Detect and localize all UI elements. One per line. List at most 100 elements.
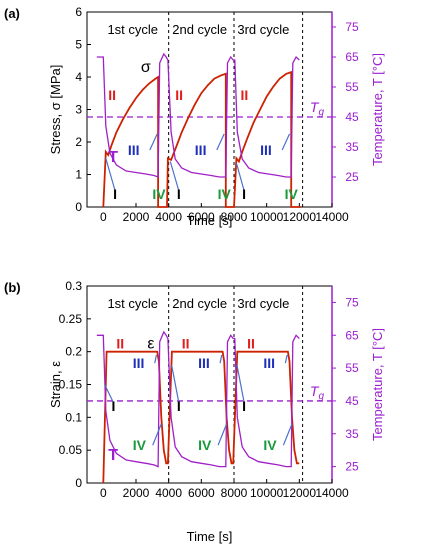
- stage-label-II: II: [108, 87, 116, 103]
- cycle-label: 3rd cycle: [237, 296, 289, 311]
- stage-arrow: [152, 423, 162, 446]
- y-tick-label: 1: [75, 168, 82, 182]
- y2-tick-label: 55: [345, 80, 359, 94]
- tg-label: Tg: [310, 99, 325, 118]
- y-tick-label: 6: [75, 5, 82, 19]
- x-axis-title: Time [s]: [187, 529, 233, 544]
- stage-label-III: III: [263, 355, 275, 371]
- y2-tick-label: 75: [345, 20, 359, 34]
- panel-label: (b): [4, 280, 21, 295]
- x-tick-label: 12000: [283, 486, 317, 500]
- stage-label-III: III: [128, 142, 140, 158]
- stage-label-I: I: [177, 398, 181, 414]
- stage-arrow: [217, 423, 228, 446]
- y2-tick-label: 65: [345, 328, 359, 342]
- y-tick-label: 2: [75, 135, 82, 149]
- x-tick-label: 12000: [283, 210, 317, 224]
- y2-tick-label: 35: [345, 140, 359, 154]
- stage-arrow: [284, 354, 288, 364]
- y-tick-label: 0.05: [59, 443, 83, 457]
- stage-label-IV: IV: [198, 437, 212, 453]
- stage-arrow: [281, 133, 291, 151]
- stage-arrow: [104, 384, 115, 404]
- y2-tick-label: 65: [345, 50, 359, 64]
- series-line-main: [102, 350, 300, 484]
- stage-label-II: II: [241, 87, 249, 103]
- stage-label-III: III: [260, 142, 272, 158]
- y-tick-label: 0.1: [65, 410, 82, 424]
- y2-tick-label: 25: [345, 170, 359, 184]
- y2-tick-label: 55: [345, 361, 359, 375]
- cycle-label: 2nd cycle: [172, 296, 227, 311]
- panel-b: Tg: [86, 285, 336, 484]
- stage-label-IV: IV: [263, 437, 277, 453]
- y2-axis-title: Temperature, T [°C]: [370, 328, 385, 441]
- tg-label: Tg: [310, 383, 325, 402]
- x-tick-label: 14000: [315, 486, 349, 500]
- y-tick-label: 0.3: [65, 279, 82, 293]
- y2-tick-label: 45: [345, 394, 359, 408]
- series-label-main: σ: [141, 59, 151, 76]
- stage-label-II: II: [247, 335, 255, 351]
- stage-label-II: II: [175, 87, 183, 103]
- y-tick-label: 0: [75, 200, 82, 214]
- series-line-main: [102, 70, 301, 208]
- stage-label-IV: IV: [218, 186, 232, 202]
- stage-label-I: I: [242, 398, 246, 414]
- series-line-temperature: [96, 52, 300, 178]
- stage-label-I: I: [242, 186, 246, 202]
- x-tick-label: 6000: [188, 210, 215, 224]
- x-tick-label: 4000: [155, 210, 182, 224]
- stage-label-I: I: [112, 398, 116, 414]
- y-tick-label: 0.25: [59, 312, 83, 326]
- y-tick-label: 0.2: [65, 345, 82, 359]
- stage-label-IV: IV: [285, 186, 299, 202]
- y2-tick-label: 75: [345, 295, 359, 309]
- x-axis-title: Time [s]: [187, 213, 233, 228]
- x-tick-label: 14000: [315, 210, 349, 224]
- stage-label-II: II: [182, 335, 190, 351]
- x-tick-label: 4000: [155, 486, 182, 500]
- x-tick-label: 8000: [221, 486, 248, 500]
- stage-arrow: [154, 354, 158, 364]
- stage-arrow: [171, 364, 180, 403]
- y2-tick-label: 45: [345, 110, 359, 124]
- stage-label-III: III: [133, 355, 145, 371]
- y2-tick-label: 25: [345, 460, 359, 474]
- stage-arrow: [219, 354, 223, 364]
- series-label-main: ε: [147, 335, 154, 352]
- stage-arrow: [236, 364, 245, 403]
- series-label-temperature: T: [108, 149, 118, 166]
- panel-a: Tg: [86, 11, 336, 208]
- stage-arrow: [169, 161, 180, 192]
- y2-axis-title: Temperature, T [°C]: [370, 53, 385, 166]
- stage-label-III: III: [195, 142, 207, 158]
- y-tick-label: 0: [75, 476, 82, 490]
- x-tick-label: 2000: [123, 486, 150, 500]
- y-axis-title: Stress, σ [MPa]: [48, 65, 63, 155]
- plot-frame: [86, 11, 333, 208]
- stage-arrow: [235, 162, 245, 192]
- x-tick-label: 10000: [250, 486, 284, 500]
- y2-tick-label: 35: [345, 427, 359, 441]
- stage-label-III: III: [198, 355, 210, 371]
- cycle-label: 1st cycle: [107, 296, 158, 311]
- cycle-label: 3rd cycle: [237, 22, 289, 37]
- cycle-label: 1st cycle: [107, 22, 158, 37]
- y-tick-label: 5: [75, 38, 82, 52]
- panel-label: (a): [4, 6, 20, 21]
- stage-label-II: II: [116, 335, 124, 351]
- series-line-temperature: [96, 330, 300, 468]
- x-tick-label: 0: [100, 486, 107, 500]
- y-axis-title: Strain, ε: [48, 361, 63, 408]
- x-tick-label: 2000: [123, 210, 150, 224]
- cycle-label: 2nd cycle: [172, 22, 227, 37]
- stage-arrow: [149, 133, 158, 151]
- stage-arrow: [216, 133, 225, 151]
- x-tick-label: 0: [100, 210, 107, 224]
- x-tick-label: 8000: [221, 210, 248, 224]
- stage-label-I: I: [177, 186, 181, 202]
- stage-arrow: [282, 423, 293, 446]
- y-tick-label: 4: [75, 70, 82, 84]
